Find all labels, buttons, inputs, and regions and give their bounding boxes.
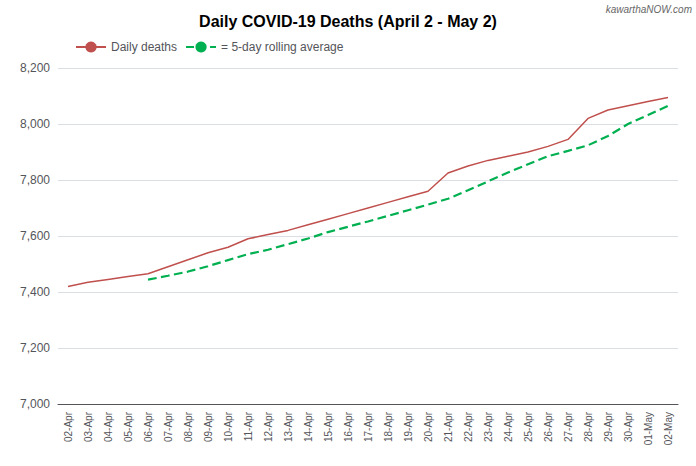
svg-text:10-Apr: 10-Apr bbox=[223, 411, 234, 442]
svg-text:kawarthaNOW.com: kawarthaNOW.com bbox=[606, 4, 692, 15]
svg-text:05-Apr: 05-Apr bbox=[123, 411, 134, 442]
svg-text:25-Apr: 25-Apr bbox=[523, 411, 534, 442]
svg-text:19-Apr: 19-Apr bbox=[403, 411, 414, 442]
svg-text:09-Apr: 09-Apr bbox=[203, 411, 214, 442]
svg-text:13-Apr: 13-Apr bbox=[283, 411, 294, 442]
svg-text:08-Apr: 08-Apr bbox=[183, 411, 194, 442]
svg-text:02-May: 02-May bbox=[663, 412, 674, 445]
svg-text:30-Apr: 30-Apr bbox=[623, 411, 634, 442]
svg-text:16-Apr: 16-Apr bbox=[343, 411, 354, 442]
svg-text:20-Apr: 20-Apr bbox=[423, 411, 434, 442]
svg-text:Daily COVID-19 Deaths (April 2: Daily COVID-19 Deaths (April 2 - May 2) bbox=[199, 13, 497, 30]
svg-text:7,600: 7,600 bbox=[20, 229, 50, 243]
svg-text:7,000: 7,000 bbox=[20, 397, 50, 411]
svg-text:01-May: 01-May bbox=[643, 412, 654, 445]
svg-text:04-Apr: 04-Apr bbox=[103, 411, 114, 442]
svg-text:24-Apr: 24-Apr bbox=[503, 411, 514, 442]
svg-text:8,000: 8,000 bbox=[20, 117, 50, 131]
svg-text:23-Apr: 23-Apr bbox=[483, 411, 494, 442]
svg-text:7,200: 7,200 bbox=[20, 341, 50, 355]
svg-text:18-Apr: 18-Apr bbox=[383, 411, 394, 442]
svg-text:8,200: 8,200 bbox=[20, 61, 50, 75]
svg-text:21-Apr: 21-Apr bbox=[443, 411, 454, 442]
svg-text:03-Apr: 03-Apr bbox=[83, 411, 94, 442]
svg-text:7,400: 7,400 bbox=[20, 285, 50, 299]
svg-text:7,800: 7,800 bbox=[20, 173, 50, 187]
svg-text:17-Apr: 17-Apr bbox=[363, 411, 374, 442]
svg-text:26-Apr: 26-Apr bbox=[543, 411, 554, 442]
svg-text:06-Apr: 06-Apr bbox=[143, 411, 154, 442]
svg-text:22-Apr: 22-Apr bbox=[463, 411, 474, 442]
svg-text:28-Apr: 28-Apr bbox=[583, 411, 594, 442]
svg-text:07-Apr: 07-Apr bbox=[163, 411, 174, 442]
svg-text:27-Apr: 27-Apr bbox=[563, 411, 574, 442]
svg-text:02-Apr: 02-Apr bbox=[63, 411, 74, 442]
svg-text:14-Apr: 14-Apr bbox=[303, 411, 314, 442]
svg-text:29-Apr: 29-Apr bbox=[603, 411, 614, 442]
svg-text:= 5-day rolling average: = 5-day rolling average bbox=[221, 40, 344, 54]
svg-text:15-Apr: 15-Apr bbox=[323, 411, 334, 442]
svg-text:11-Apr: 11-Apr bbox=[243, 411, 254, 441]
svg-text:Daily deaths: Daily deaths bbox=[111, 40, 177, 54]
svg-text:12-Apr: 12-Apr bbox=[263, 411, 274, 442]
